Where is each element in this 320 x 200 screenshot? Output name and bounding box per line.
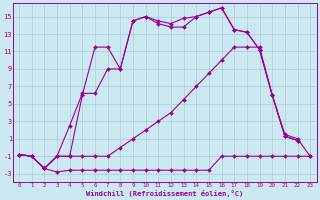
X-axis label: Windchill (Refroidissement éolien,°C): Windchill (Refroidissement éolien,°C): [86, 190, 243, 197]
